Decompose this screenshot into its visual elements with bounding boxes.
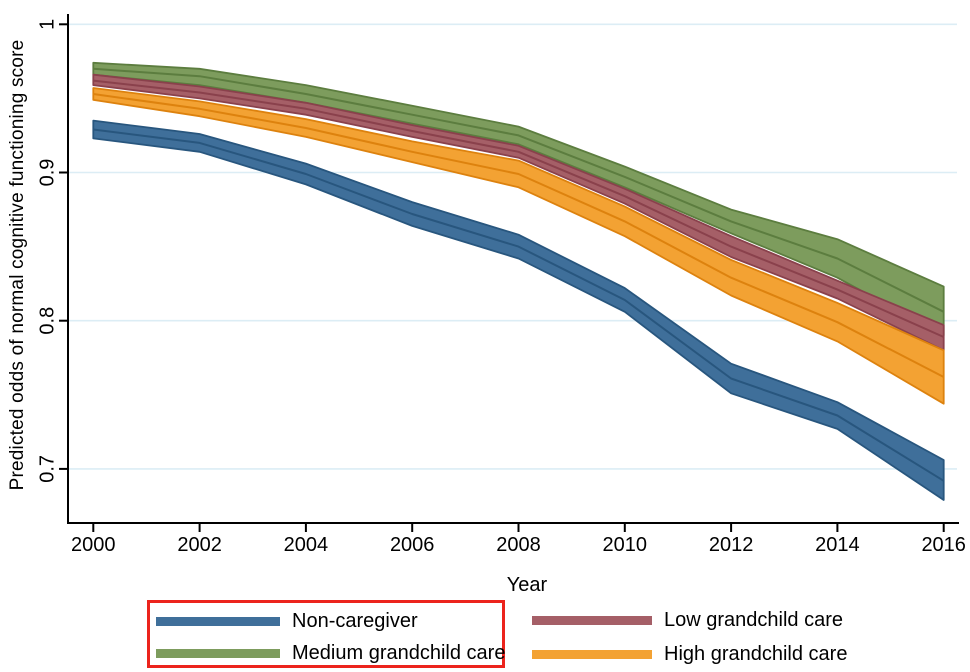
y-tick-label-0.7: 0.7 (36, 455, 58, 483)
plot-area: 1 0.9 0.8 0.7 2000 2002 2004 2006 2008 2010 2012 20… (36, 14, 966, 556)
line-low-grandchild-care (93, 79, 945, 338)
y-axis-title: Predicted odds of normal cognitive funct… (7, 39, 28, 491)
x-tick-label-2000: 2000 (71, 534, 116, 556)
legend-swatch-low-grandchild-care (532, 615, 652, 625)
legend-swatch-medium-grandchild-care (156, 648, 280, 658)
x-tick-label-2014: 2014 (815, 534, 860, 556)
legend-label-low-grandchild-care: Low grandchild care (664, 608, 843, 631)
band-high-grandchild-care (92, 87, 945, 405)
legend-label-medium-grandchild-care: Medium grandchild care (292, 641, 506, 664)
legend-swatch-non-caregiver (156, 616, 280, 626)
x-tick-label-2008: 2008 (496, 534, 541, 556)
legend-label-non-caregiver: Non-caregiver (292, 609, 418, 632)
line-non-caregiver (93, 128, 945, 482)
x-tick-label-2006: 2006 (390, 534, 435, 556)
x-tick-label-2012: 2012 (709, 534, 754, 556)
legend-item-non-caregiver: Non-caregiver (156, 609, 418, 632)
legend-item-low-grandchild-care: Low grandchild care (532, 608, 843, 631)
line-medium-grandchild-care (93, 67, 945, 313)
legend-item-medium-grandchild-care: Medium grandchild care (156, 641, 506, 664)
y-tick-label-0.8: 0.8 (36, 307, 58, 335)
x-tick-label-2016: 2016 (921, 534, 966, 556)
x-axis-title: Year (506, 574, 548, 596)
y-tick-label-1: 1 (36, 19, 58, 30)
x-tick-label-2004: 2004 (284, 534, 329, 556)
y-tick-label-0.9: 0.9 (36, 159, 58, 187)
x-tick-label-2010: 2010 (603, 534, 648, 556)
x-tick-label-2002: 2002 (177, 534, 222, 556)
band-non-caregiver (92, 119, 945, 501)
legend-item-high-grandchild-care: High grandchild care (532, 642, 848, 665)
line-high-grandchild-care (93, 93, 945, 378)
legend-label-high-grandchild-care: High grandchild care (664, 642, 848, 665)
legend-swatch-high-grandchild-care (532, 649, 652, 659)
